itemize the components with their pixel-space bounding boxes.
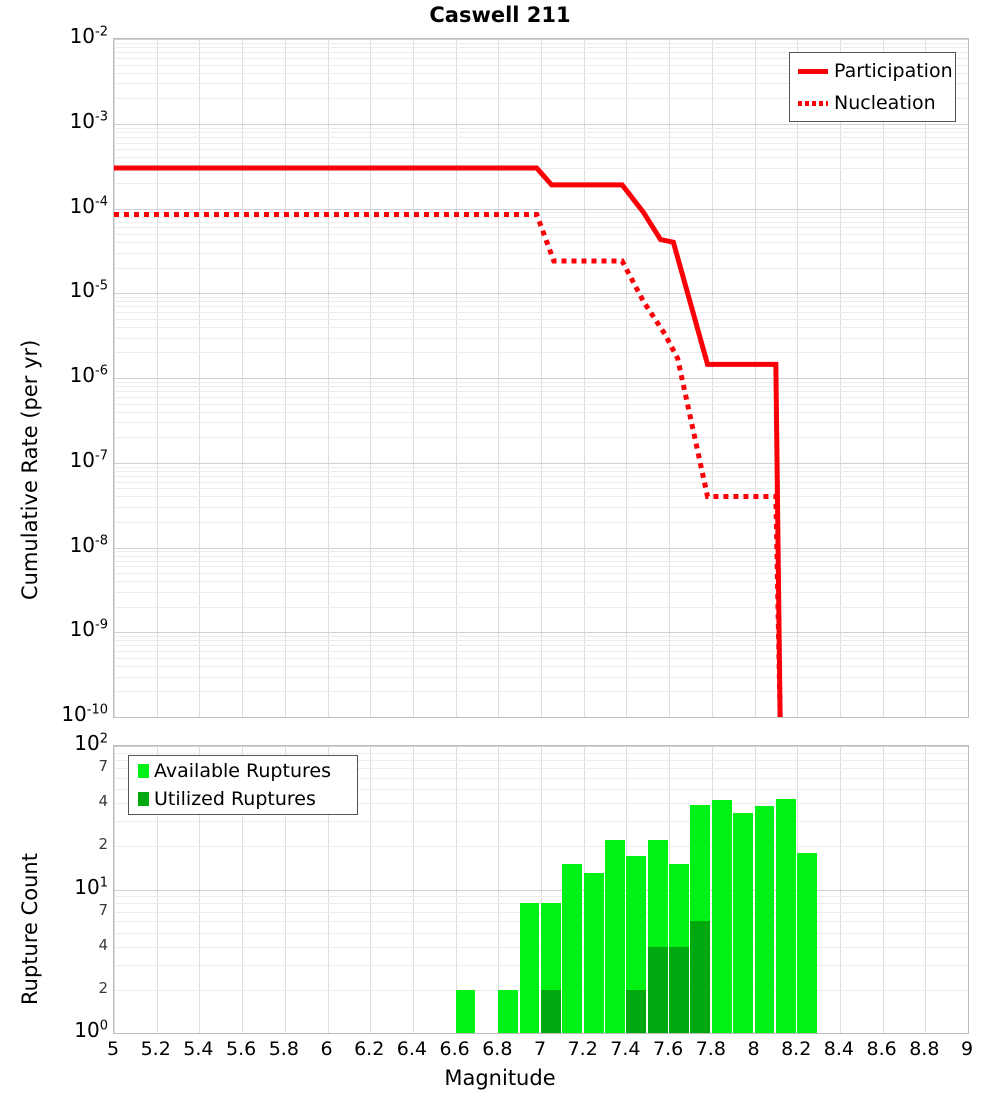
bar-utilized xyxy=(690,921,711,1033)
mfd-curves xyxy=(114,165,783,717)
y-minor-tick-label: 4 xyxy=(98,792,108,811)
y-tick-label: 10-2 xyxy=(69,24,108,48)
bar-group xyxy=(519,746,540,1033)
bar-group xyxy=(775,746,796,1033)
x-tick-label: 6.6 xyxy=(439,1038,470,1060)
x-tick-label: 6 xyxy=(320,1038,333,1060)
x-tick-label: 8.4 xyxy=(823,1038,854,1060)
bar-available xyxy=(583,873,604,1033)
solid-line-icon xyxy=(798,68,828,74)
y-tick-label: 10-3 xyxy=(69,108,108,133)
rupture-count-bars xyxy=(114,746,968,1033)
x-tick-label: 7.6 xyxy=(652,1038,684,1060)
x-tick-label: 6.4 xyxy=(396,1038,427,1060)
y-tick-label: 10-10 xyxy=(61,702,108,726)
x-tick-label: 9 xyxy=(960,1038,974,1060)
gridline-vertical xyxy=(968,746,969,1033)
cumulative-rate-plot xyxy=(113,38,969,718)
bar-available xyxy=(733,813,753,1033)
bar-group xyxy=(733,746,753,1033)
x-tick-label: 6.2 xyxy=(354,1038,385,1060)
page-title: Caswell 211 xyxy=(429,3,571,27)
curve-nucleation xyxy=(114,211,783,717)
bar-group xyxy=(797,746,818,1033)
bar-utilized xyxy=(647,946,668,1033)
bar-available xyxy=(519,903,540,1033)
y-tick-label: 10-8 xyxy=(69,532,108,557)
x-tick-label: 8.2 xyxy=(781,1038,812,1060)
available-swatch-icon xyxy=(138,764,149,778)
y-tick-label: 10-7 xyxy=(69,447,108,472)
curve-participation xyxy=(114,165,783,717)
x-tick-label: 5.2 xyxy=(140,1038,171,1060)
bar-available xyxy=(754,806,775,1033)
legend-item-participation: Participation xyxy=(798,55,955,87)
legend-item-utilized-ruptures: Utilized Ruptures xyxy=(135,785,357,813)
x-tick-label: 6.8 xyxy=(482,1038,513,1060)
y-tick-label: 10-4 xyxy=(69,193,108,218)
bar-available xyxy=(498,989,519,1033)
bar-group xyxy=(690,746,711,1033)
gridline-vertical xyxy=(968,39,969,717)
bar-utilized xyxy=(669,946,689,1033)
x-tick-label: 8.6 xyxy=(866,1038,897,1060)
x-tick-label: 7.8 xyxy=(695,1038,726,1060)
y-tick-label: 10-6 xyxy=(69,363,108,387)
gridline-horizontal-major xyxy=(114,717,968,718)
x-tick-label: 5.8 xyxy=(268,1038,299,1060)
bottom-legend: Available Ruptures Utilized Ruptures xyxy=(128,755,358,815)
y-tick-label: 10-9 xyxy=(69,617,108,642)
bar-group xyxy=(562,746,583,1033)
x-tick-label: 7.2 xyxy=(567,1038,598,1060)
bar-available xyxy=(797,852,818,1033)
bar-utilized xyxy=(626,989,647,1033)
bar-group xyxy=(477,746,497,1033)
legend-item-available-ruptures: Available Ruptures xyxy=(135,757,357,785)
bar-group xyxy=(605,746,625,1033)
y-tick-label: 10-5 xyxy=(69,278,108,303)
y-minor-tick-label: 2 xyxy=(98,978,108,997)
bar-group xyxy=(626,746,647,1033)
bar-available xyxy=(562,864,583,1033)
bar-group xyxy=(498,746,519,1033)
y-tick-label: 101 xyxy=(74,874,108,899)
dotted-line-icon xyxy=(798,100,828,106)
legend-item-nucleation: Nucleation xyxy=(798,87,955,119)
legend-label-available-ruptures: Available Ruptures xyxy=(154,760,331,782)
y-minor-tick-label: 4 xyxy=(98,935,108,954)
x-axis-title: Magnitude xyxy=(444,1066,556,1090)
bar-group xyxy=(669,746,689,1033)
x-tick-label: 5.4 xyxy=(183,1038,214,1060)
bar-group xyxy=(583,746,604,1033)
legend-label-nucleation: Nucleation xyxy=(834,92,936,114)
x-tick-label: 5.6 xyxy=(225,1038,257,1060)
x-tick-label: 8 xyxy=(747,1038,760,1060)
x-tick-label: 8.8 xyxy=(909,1038,940,1060)
bar-utilized xyxy=(541,989,561,1033)
y-minor-tick-label: 7 xyxy=(98,900,108,919)
bar-available xyxy=(455,989,476,1033)
x-tick-label: 7.4 xyxy=(610,1038,641,1060)
bar-available xyxy=(605,840,625,1033)
legend-label-utilized-ruptures: Utilized Ruptures xyxy=(154,788,316,810)
bar-available xyxy=(775,798,796,1033)
y-tick-label: 100 xyxy=(74,1018,108,1042)
legend-label-participation: Participation xyxy=(834,60,953,82)
bar-group xyxy=(754,746,775,1033)
top-legend: Participation Nucleation xyxy=(789,52,956,122)
y-minor-tick-label: 2 xyxy=(98,835,108,854)
y-tick-label: 102 xyxy=(74,731,108,755)
bar-available xyxy=(711,800,732,1033)
bar-group xyxy=(647,746,668,1033)
x-tick-label: 7 xyxy=(533,1038,547,1060)
x-tick-label: 5 xyxy=(106,1038,120,1060)
bar-available xyxy=(626,856,647,1033)
gridline-horizontal-major xyxy=(114,1033,968,1034)
y-minor-tick-label: 7 xyxy=(98,757,108,776)
utilized-swatch-icon xyxy=(138,792,149,806)
bar-group xyxy=(455,746,476,1033)
bar-group xyxy=(711,746,732,1033)
bar-group xyxy=(541,746,561,1033)
